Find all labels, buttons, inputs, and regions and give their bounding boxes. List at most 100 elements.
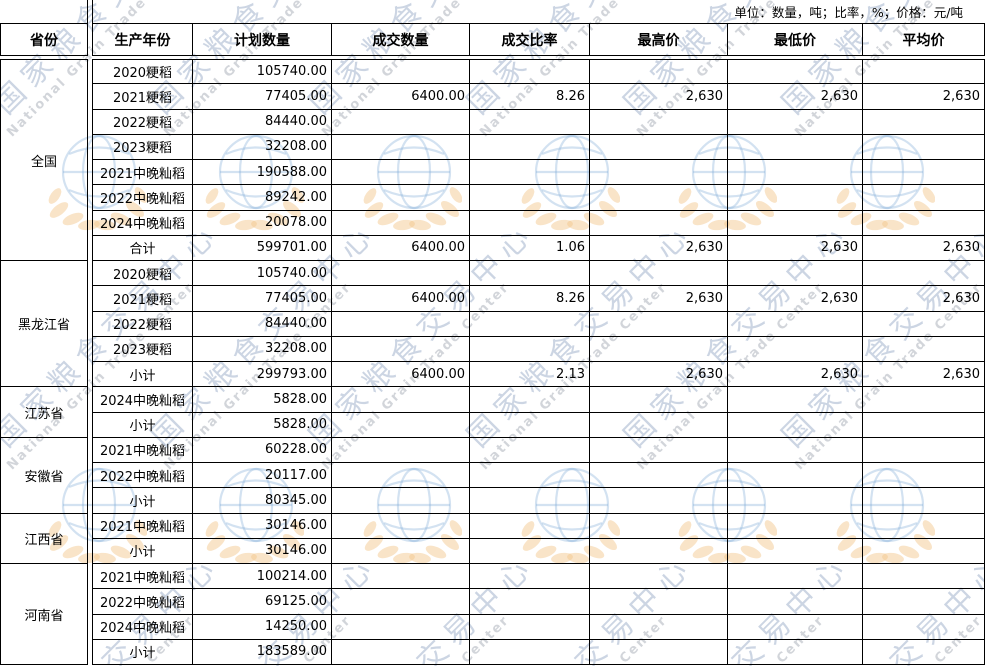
cell-year: 2021中晚籼稻: [92, 160, 193, 186]
cell-high-price: [590, 185, 728, 211]
cell-high-price: [590, 513, 728, 539]
cell-planned-qty: 100214.00: [193, 564, 332, 590]
cell-low-price: [728, 387, 863, 413]
cell-low-price: [728, 614, 863, 640]
header-low-price: 最低价: [728, 23, 863, 56]
cell-planned-qty: 80345.00: [193, 488, 332, 514]
cell-traded-ratio: 8.26: [470, 84, 590, 110]
cell-year: 2022中晚籼稻: [92, 185, 193, 211]
cell-traded-qty: [332, 59, 470, 85]
cell-planned-qty: 20078.00: [193, 210, 332, 236]
cell-low-price: [728, 564, 863, 590]
cell-high-price: [590, 59, 728, 85]
province-cell: 安徽省: [0, 437, 88, 514]
header-traded-qty: 成交数量: [332, 23, 470, 56]
header-traded-ratio: 成交比率: [470, 23, 590, 56]
cell-traded-qty: [332, 463, 470, 489]
cell-high-price: [590, 210, 728, 236]
cell-avg-price: 2,630: [863, 84, 985, 110]
cell-planned-qty: 77405.00: [193, 286, 332, 312]
cell-traded-qty: [332, 564, 470, 590]
province-cell: 河南省: [0, 564, 88, 665]
cell-traded-qty: [332, 387, 470, 413]
cell-year: 2024中晚籼稻: [92, 614, 193, 640]
cell-traded-qty: [332, 311, 470, 337]
cell-high-price: [590, 614, 728, 640]
cell-low-price: [728, 437, 863, 463]
cell-avg-price: [863, 185, 985, 211]
cell-planned-qty: 183589.00: [193, 639, 332, 665]
province-cell: 江苏省: [0, 387, 88, 438]
cell-year: 2021中晚籼稻: [92, 564, 193, 590]
cell-traded-qty: [332, 210, 470, 236]
cell-high-price: [590, 463, 728, 489]
cell-avg-price: [863, 261, 985, 287]
cell-traded-ratio: [470, 437, 590, 463]
cell-traded-qty: [332, 614, 470, 640]
cell-traded-ratio: [470, 261, 590, 287]
cell-traded-qty: [332, 109, 470, 135]
cell-low-price: [728, 513, 863, 539]
cell-traded-qty: [332, 639, 470, 665]
cell-traded-ratio: 1.06: [470, 235, 590, 261]
cell-traded-qty: [332, 336, 470, 362]
cell-planned-qty: 105740.00: [193, 261, 332, 287]
cell-traded-ratio: [470, 513, 590, 539]
cell-traded-ratio: 2.13: [470, 362, 590, 388]
cell-low-price: 2,630: [728, 286, 863, 312]
cell-avg-price: [863, 160, 985, 186]
cell-low-price: [728, 463, 863, 489]
cell-low-price: 2,630: [728, 84, 863, 110]
cell-avg-price: [863, 387, 985, 413]
cell-traded-ratio: [470, 311, 590, 337]
cell-year: 2022中晚籼稻: [92, 463, 193, 489]
cell-low-price: [728, 412, 863, 438]
cell-low-price: [728, 336, 863, 362]
unit-note: 单位：数量，吨；比率，%；价格：元/吨: [734, 5, 963, 20]
cell-avg-price: [863, 109, 985, 135]
cell-year: 2023粳稻: [92, 134, 193, 160]
cell-high-price: [590, 564, 728, 590]
pane-divider-line: [92, 0, 93, 23]
cell-avg-price: [863, 437, 985, 463]
cell-year: 2024中晚籼稻: [92, 387, 193, 413]
cell-traded-ratio: [470, 210, 590, 236]
cell-high-price: [590, 437, 728, 463]
cell-avg-price: [863, 538, 985, 564]
cell-traded-ratio: [470, 488, 590, 514]
cell-avg-price: [863, 589, 985, 615]
cell-high-price: [590, 387, 728, 413]
cell-traded-qty: [332, 488, 470, 514]
cell-year: 2021中晚籼稻: [92, 513, 193, 539]
cell-traded-ratio: [470, 538, 590, 564]
cell-low-price: [728, 185, 863, 211]
cell-low-price: 2,630: [728, 362, 863, 388]
header-planned-qty: 计划数量: [193, 23, 332, 56]
cell-planned-qty: 299793.00: [193, 362, 332, 388]
cell-low-price: [728, 488, 863, 514]
cell-traded-ratio: [470, 614, 590, 640]
cell-avg-price: [863, 513, 985, 539]
cell-year: 2020粳稻: [92, 261, 193, 287]
cell-high-price: 2,630: [590, 362, 728, 388]
cell-planned-qty: 5828.00: [193, 412, 332, 438]
cell-traded-ratio: [470, 185, 590, 211]
cell-traded-qty: 6400.00: [332, 286, 470, 312]
cell-traded-qty: [332, 513, 470, 539]
cell-year: 小计: [92, 639, 193, 665]
cell-planned-qty: 32208.00: [193, 134, 332, 160]
cell-traded-ratio: [470, 639, 590, 665]
cell-avg-price: [863, 564, 985, 590]
cell-year: 2021粳稻: [92, 84, 193, 110]
cell-year: 小计: [92, 412, 193, 438]
cell-traded-ratio: [470, 387, 590, 413]
cell-planned-qty: 14250.00: [193, 614, 332, 640]
cell-traded-ratio: [470, 59, 590, 85]
cell-high-price: [590, 538, 728, 564]
cell-avg-price: [863, 59, 985, 85]
cell-traded-ratio: [470, 109, 590, 135]
province-cell: 黑龙江省: [0, 261, 88, 388]
cell-traded-qty: [332, 412, 470, 438]
